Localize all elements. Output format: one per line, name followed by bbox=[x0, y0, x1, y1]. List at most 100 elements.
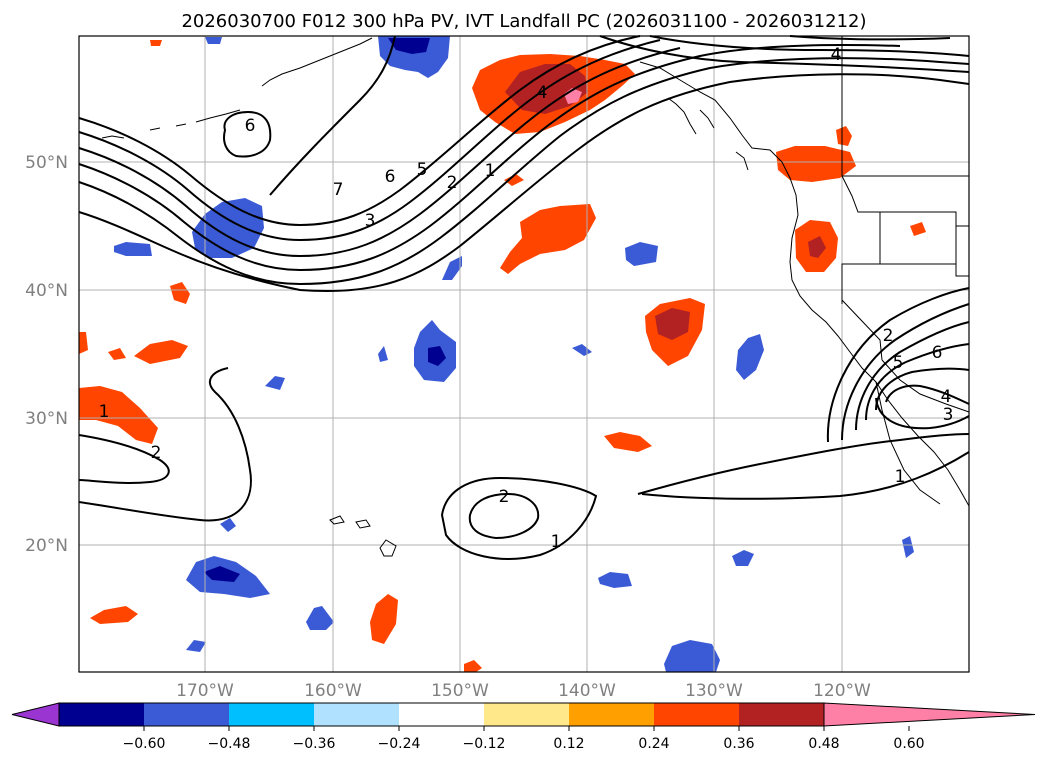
positive-anomaly-region bbox=[79, 332, 88, 354]
negative-anomaly-region bbox=[378, 346, 388, 362]
negative-anomaly-region bbox=[736, 334, 764, 380]
colorbar-tick-label: −0.60 bbox=[123, 736, 166, 752]
contour-label: 2 bbox=[447, 173, 458, 193]
contour-line bbox=[440, 476, 598, 560]
colorbar-cell bbox=[654, 703, 739, 726]
contour-label: 6 bbox=[385, 167, 396, 187]
positive-anomaly-region bbox=[604, 432, 652, 452]
colorbar: −0.60 −0.48 −0.36 −0.24 −0.12 0.12 0.24 0.36 0.4… bbox=[11, 702, 1036, 752]
colorbar-tick-label: −0.12 bbox=[463, 736, 506, 752]
contour-label: 3 bbox=[365, 211, 376, 231]
contour-label: 6 bbox=[932, 343, 943, 363]
colorbar-tick-label: 0.36 bbox=[723, 736, 754, 752]
contour-line bbox=[855, 321, 970, 431]
negative-anomaly-region bbox=[265, 376, 285, 390]
colorbar-cell bbox=[229, 703, 314, 726]
colorbar-cell bbox=[399, 703, 484, 726]
lat-label: 40°N bbox=[25, 281, 68, 301]
colorbar-tick-label: −0.24 bbox=[378, 736, 421, 752]
lat-label: 50°N bbox=[25, 153, 68, 173]
positive-anomaly-region bbox=[500, 204, 596, 274]
positive-anomaly-core bbox=[655, 308, 690, 340]
contour-line bbox=[78, 73, 970, 293]
contour-line bbox=[78, 39, 661, 242]
negative-anomaly-region bbox=[625, 242, 658, 266]
negative-anomaly-core bbox=[428, 346, 446, 366]
contour-line bbox=[78, 367, 252, 522]
colorbar-extend-high bbox=[823, 702, 1036, 727]
colorbar-frame bbox=[58, 702, 825, 727]
positive-anomaly-region bbox=[836, 126, 852, 146]
positive-anomaly-core bbox=[808, 236, 826, 258]
contour-line bbox=[649, 35, 970, 57]
contour-line bbox=[269, 35, 396, 196]
contour-label: 4 bbox=[941, 387, 952, 407]
colorbar-cell bbox=[484, 703, 569, 726]
contour-line bbox=[223, 110, 272, 158]
positive-anomaly-region bbox=[90, 606, 138, 624]
negative-anomaly-region bbox=[664, 640, 720, 672]
contour-label: 2 bbox=[883, 326, 894, 346]
figure-title: 2026030700 F012 300 hPa PV, IVT Landfall… bbox=[181, 11, 866, 32]
lon-label: 150°W bbox=[431, 681, 489, 701]
lon-label: 170°W bbox=[176, 681, 234, 701]
contour-line bbox=[875, 367, 970, 411]
contour-label: 1 bbox=[551, 532, 562, 552]
contour-line bbox=[78, 47, 681, 258]
colorbar-tick-label: 0.24 bbox=[638, 736, 669, 752]
contour-label: 1 bbox=[895, 467, 906, 487]
negative-anomaly-region bbox=[902, 536, 914, 558]
colorbar-tick-label: 0.48 bbox=[808, 736, 839, 752]
contour-line bbox=[599, 35, 970, 73]
contour-label: 4 bbox=[831, 45, 842, 65]
contour-label: 1 bbox=[99, 402, 110, 422]
negative-anomaly-region bbox=[306, 606, 334, 630]
contour-label: 3 bbox=[943, 405, 954, 425]
longitude-labels: 170°W 160°W 150°W 140°W 130°W 120°W bbox=[176, 681, 871, 701]
contour-labels: 6 7 6 5 2 1 3 4 4 1 2 2 1 2 6 5 4 3 1 bbox=[99, 45, 954, 552]
negative-anomaly-region bbox=[220, 518, 236, 532]
colorbar-tick-label: 0.12 bbox=[553, 736, 584, 752]
contour-label: 4 bbox=[537, 83, 548, 103]
graticule bbox=[79, 36, 969, 672]
positive-anomaly-region bbox=[370, 594, 398, 644]
contour-label: 1 bbox=[485, 161, 496, 181]
positive-anomaly-region bbox=[150, 40, 162, 46]
contour-line bbox=[826, 287, 970, 443]
positive-anomaly-region bbox=[134, 340, 188, 364]
latitude-labels: 50°N 40°N 30°N 20°N bbox=[25, 153, 68, 556]
positive-anomaly-region bbox=[910, 222, 926, 236]
contour-label: 7 bbox=[333, 180, 344, 200]
colorbar-tick-label: −0.36 bbox=[293, 736, 336, 752]
colorbar-cell bbox=[739, 703, 824, 726]
lon-label: 160°W bbox=[304, 681, 362, 701]
positive-anomaly-region bbox=[776, 146, 856, 182]
contour-line bbox=[885, 384, 970, 405]
positive-anomaly-region bbox=[170, 282, 190, 304]
contour-line bbox=[637, 433, 970, 495]
contour-label: 5 bbox=[417, 160, 428, 180]
contour-label: 5 bbox=[893, 353, 904, 373]
contour-line bbox=[641, 451, 970, 500]
positive-anomaly-region bbox=[464, 660, 482, 672]
contour-label: 6 bbox=[245, 116, 256, 136]
negative-anomaly-core bbox=[388, 38, 430, 54]
contour-line bbox=[841, 303, 970, 441]
positive-anomaly-region bbox=[504, 174, 524, 186]
contour-label: 2 bbox=[151, 443, 162, 463]
negative-anomaly-region bbox=[114, 242, 152, 256]
negative-anomaly-region bbox=[186, 640, 206, 652]
negative-anomaly-region bbox=[205, 37, 222, 44]
lon-label: 130°W bbox=[685, 681, 743, 701]
map-frame bbox=[78, 35, 970, 673]
contour-line bbox=[78, 44, 901, 272]
contour-line bbox=[865, 343, 970, 421]
colorbar-cell bbox=[144, 703, 229, 726]
map-panel: 6 7 6 5 2 1 3 4 4 1 2 2 1 2 6 5 4 3 1 bbox=[78, 35, 970, 673]
contour-line bbox=[468, 492, 540, 540]
lon-label: 140°W bbox=[558, 681, 616, 701]
lon-label: 120°W bbox=[813, 681, 871, 701]
colorbar-tick-label: −0.48 bbox=[208, 736, 251, 752]
negative-anomaly-region bbox=[442, 256, 462, 280]
